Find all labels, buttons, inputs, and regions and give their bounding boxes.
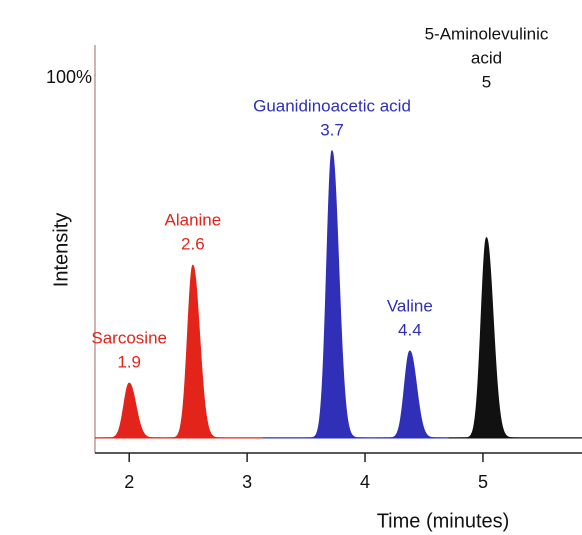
x-tick-label: 4	[360, 472, 370, 492]
peak-label: Valine	[387, 296, 433, 315]
y-tick-label: 100%	[46, 67, 92, 87]
peak-label: Guanidinoacetic acid	[253, 96, 411, 115]
peak-retention-time: 1.9	[117, 353, 141, 372]
peak-label: 5-Aminolevulinic	[425, 24, 549, 43]
peak-retention-time: 4.4	[398, 320, 422, 339]
y-axis-title: Intensity	[50, 213, 72, 287]
x-tick-label: 2	[124, 472, 134, 492]
peak-retention-time: 2.6	[181, 235, 205, 254]
peak	[102, 382, 161, 439]
x-axis-title: Time (minutes)	[377, 510, 510, 532]
peak-label: Sarcosine	[91, 329, 167, 348]
peak	[305, 150, 364, 439]
peak-label: Alanine	[165, 211, 222, 230]
peak-retention-time: 5	[482, 72, 491, 91]
peak-retention-time: 3.7	[320, 120, 344, 139]
x-tick-label: 3	[242, 472, 252, 492]
peak	[383, 350, 442, 439]
peak-label: acid	[471, 48, 502, 67]
x-tick-label: 5	[478, 472, 488, 492]
peak	[166, 264, 225, 439]
peak	[459, 237, 518, 439]
